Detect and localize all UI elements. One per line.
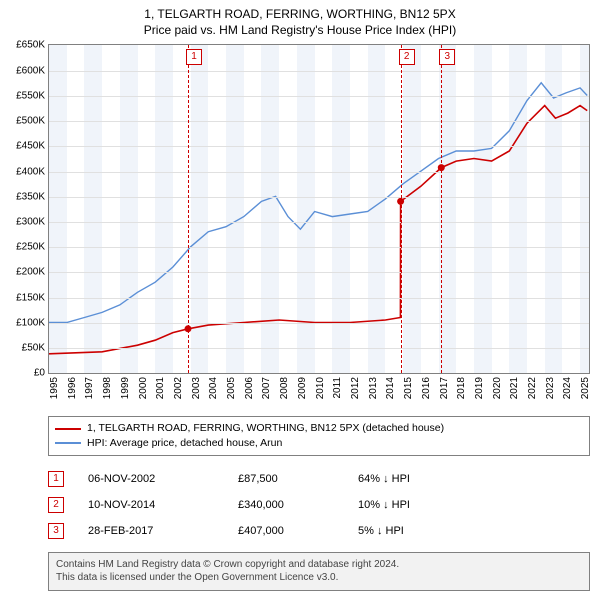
gridline <box>49 146 589 147</box>
series-hpi <box>49 83 587 323</box>
sales-table: 1 06-NOV-2002 £87,500 64% ↓ HPI 2 10-NOV… <box>48 466 590 544</box>
x-tick-label: 2005 <box>226 377 237 399</box>
y-tick-label: £300K <box>16 216 45 227</box>
y-tick-label: £50K <box>22 343 45 354</box>
x-tick-label: 1999 <box>120 377 131 399</box>
legend-box: 1, TELGARTH ROAD, FERRING, WORTHING, BN1… <box>48 416 590 455</box>
gridline <box>49 172 589 173</box>
legend-label-1: HPI: Average price, detached house, Arun <box>87 436 282 451</box>
x-tick-label: 2017 <box>439 377 450 399</box>
x-tick-label: 2011 <box>332 377 343 399</box>
sales-row-1: 2 10-NOV-2014 £340,000 10% ↓ HPI <box>48 492 590 518</box>
title-line-1: 1, TELGARTH ROAD, FERRING, WORTHING, BN1… <box>0 6 600 22</box>
footer-line-1: Contains HM Land Registry data © Crown c… <box>56 558 582 572</box>
x-tick-label: 2016 <box>421 377 432 399</box>
x-tick-label: 2021 <box>509 377 520 399</box>
y-tick-label: £600K <box>16 65 45 76</box>
sales-row-2: 3 28-FEB-2017 £407,000 5% ↓ HPI <box>48 518 590 544</box>
event-marker-line <box>401 45 402 373</box>
y-tick-label: £450K <box>16 141 45 152</box>
x-tick-label: 2018 <box>456 377 467 399</box>
x-tick-label: 2013 <box>368 377 379 399</box>
y-tick-label: £250K <box>16 242 45 253</box>
sales-badge-2: 3 <box>48 523 64 539</box>
sales-date-0: 06-NOV-2002 <box>88 473 238 485</box>
x-tick-label: 2003 <box>191 377 202 399</box>
x-tick-label: 2025 <box>580 377 591 399</box>
title-line-2: Price paid vs. HM Land Registry's House … <box>0 22 600 38</box>
gridline <box>49 323 589 324</box>
y-tick-label: £100K <box>16 317 45 328</box>
x-tick-label: 2010 <box>315 377 326 399</box>
legend-row-1: HPI: Average price, detached house, Arun <box>55 436 583 451</box>
legend-swatch-1 <box>55 442 81 444</box>
x-tick-label: 1998 <box>102 377 113 399</box>
legend-label-0: 1, TELGARTH ROAD, FERRING, WORTHING, BN1… <box>87 421 444 436</box>
gridline <box>49 272 589 273</box>
x-tick-label: 2006 <box>244 377 255 399</box>
x-tick-label: 1995 <box>49 377 60 399</box>
x-tick-label: 2023 <box>545 377 556 399</box>
gridline <box>49 71 589 72</box>
x-tick-label: 2022 <box>527 377 538 399</box>
x-tick-label: 2001 <box>155 377 166 399</box>
chart-svg <box>49 45 589 373</box>
x-tick-label: 2020 <box>492 377 503 399</box>
gridline <box>49 121 589 122</box>
chart-plot-area: £0£50K£100K£150K£200K£250K£300K£350K£400… <box>48 44 590 374</box>
x-tick-label: 2012 <box>350 377 361 399</box>
footer-box: Contains HM Land Registry data © Crown c… <box>48 552 590 591</box>
y-tick-label: £350K <box>16 191 45 202</box>
x-tick-label: 2004 <box>208 377 219 399</box>
event-marker-badge: 2 <box>399 49 415 65</box>
x-tick-label: 1996 <box>67 377 78 399</box>
x-tick-label: 2009 <box>297 377 308 399</box>
y-tick-label: £500K <box>16 116 45 127</box>
x-tick-label: 2002 <box>173 377 184 399</box>
x-tick-label: 2008 <box>279 377 290 399</box>
x-tick-label: 2015 <box>403 377 414 399</box>
sales-diff-2: 5% ↓ HPI <box>358 525 404 537</box>
x-tick-label: 1997 <box>84 377 95 399</box>
sales-price-1: £340,000 <box>238 499 358 511</box>
legend-swatch-0 <box>55 428 81 430</box>
sales-badge-1: 2 <box>48 497 64 513</box>
event-marker-line <box>188 45 189 373</box>
sales-diff-1: 10% ↓ HPI <box>358 499 410 511</box>
event-marker-line <box>441 45 442 373</box>
x-tick-label: 2019 <box>474 377 485 399</box>
y-tick-label: £400K <box>16 166 45 177</box>
sales-diff-0: 64% ↓ HPI <box>358 473 410 485</box>
y-tick-label: £650K <box>16 40 45 51</box>
event-marker-badge: 1 <box>186 49 202 65</box>
series-price_paid <box>49 106 587 354</box>
sales-price-2: £407,000 <box>238 525 358 537</box>
sales-badge-0: 1 <box>48 471 64 487</box>
gridline <box>49 348 589 349</box>
chart-container: 1, TELGARTH ROAD, FERRING, WORTHING, BN1… <box>0 0 600 591</box>
gridline <box>49 298 589 299</box>
x-tick-label: 2007 <box>261 377 272 399</box>
gridline <box>49 222 589 223</box>
y-tick-label: £200K <box>16 267 45 278</box>
x-tick-label: 2014 <box>385 377 396 399</box>
y-tick-label: £550K <box>16 90 45 101</box>
x-tick-label: 2000 <box>138 377 149 399</box>
sales-date-2: 28-FEB-2017 <box>88 525 238 537</box>
x-tick-label: 2024 <box>562 377 573 399</box>
legend-row-0: 1, TELGARTH ROAD, FERRING, WORTHING, BN1… <box>55 421 583 436</box>
event-marker-badge: 3 <box>439 49 455 65</box>
sales-date-1: 10-NOV-2014 <box>88 499 238 511</box>
y-tick-label: £0 <box>34 368 45 379</box>
gridline <box>49 96 589 97</box>
title-block: 1, TELGARTH ROAD, FERRING, WORTHING, BN1… <box>0 0 600 38</box>
gridline <box>49 247 589 248</box>
y-tick-label: £150K <box>16 292 45 303</box>
footer-line-2: This data is licensed under the Open Gov… <box>56 571 582 585</box>
sales-price-0: £87,500 <box>238 473 358 485</box>
sales-row-0: 1 06-NOV-2002 £87,500 64% ↓ HPI <box>48 466 590 492</box>
gridline <box>49 197 589 198</box>
